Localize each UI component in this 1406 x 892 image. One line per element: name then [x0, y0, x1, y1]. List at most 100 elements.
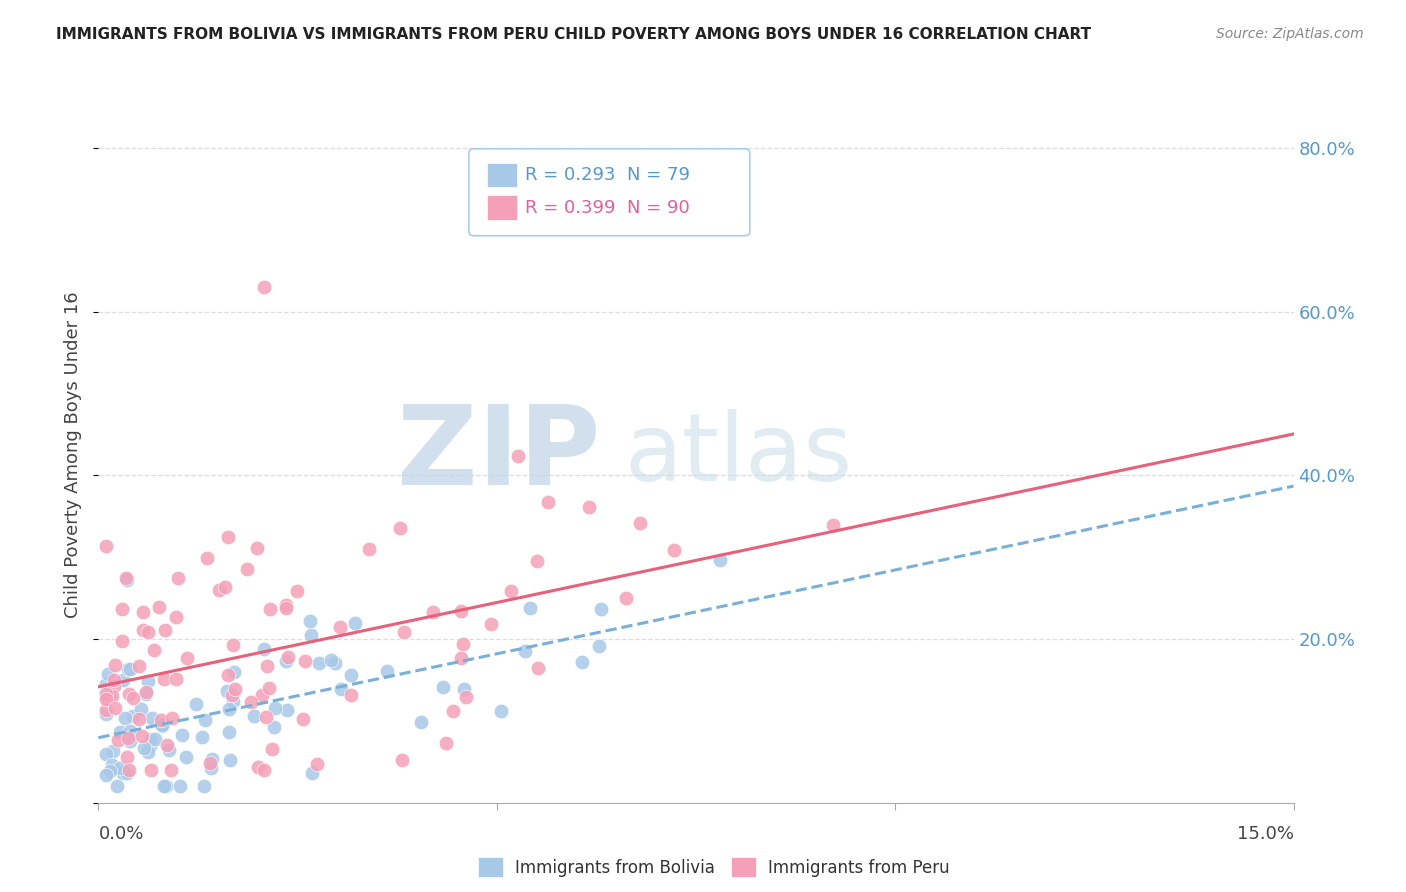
Text: atlas: atlas [624, 409, 852, 501]
Point [243, 709, 266, 723]
Point [136, 624, 159, 639]
Point [508, 449, 530, 463]
Point [96, 747, 118, 761]
Point [519, 601, 541, 615]
Point [131, 729, 153, 743]
Point [120, 734, 142, 748]
Point [527, 661, 550, 675]
Point [375, 664, 398, 678]
Point [160, 711, 183, 725]
Point [260, 741, 283, 756]
Point [150, 719, 173, 733]
Point [256, 658, 278, 673]
Text: 0.0%: 0.0% [98, 825, 143, 843]
Point [422, 605, 444, 619]
Point [98, 689, 121, 703]
Point [221, 694, 243, 708]
Point [96, 692, 118, 706]
Bar [486, 162, 517, 187]
Point [451, 637, 474, 651]
Point [214, 580, 236, 594]
Point [513, 643, 536, 657]
Point [263, 720, 285, 734]
Point [391, 753, 413, 767]
Point [111, 634, 134, 648]
Point [298, 615, 321, 629]
Point [479, 617, 502, 632]
Point [128, 659, 150, 673]
Point [499, 584, 522, 599]
Point [340, 689, 363, 703]
Point [167, 571, 190, 585]
Point [578, 500, 600, 514]
Point [176, 651, 198, 665]
Point [141, 711, 163, 725]
Point [253, 642, 276, 657]
Point [253, 763, 276, 777]
Point [131, 702, 153, 716]
Point [277, 650, 299, 665]
Point [285, 584, 308, 599]
Point [537, 495, 560, 509]
Text: IMMIGRANTS FROM BOLIVIA VS IMMIGRANTS FROM PERU CHILD POVERTY AMONG BOYS UNDER 1: IMMIGRANTS FROM BOLIVIA VS IMMIGRANTS FR… [56, 27, 1091, 42]
Point [264, 701, 287, 715]
Point [217, 668, 239, 682]
Point [239, 695, 262, 709]
Point [132, 605, 155, 619]
Point [247, 760, 270, 774]
Point [294, 654, 316, 668]
Point [257, 681, 280, 695]
Point [343, 615, 366, 630]
Point [136, 745, 159, 759]
Point [96, 768, 118, 782]
Point [108, 725, 131, 739]
Point [107, 732, 129, 747]
Point [122, 691, 145, 706]
Point [136, 674, 159, 689]
Point [194, 714, 217, 728]
Point [388, 521, 411, 535]
Point [359, 542, 381, 557]
Point [441, 704, 464, 718]
Point [165, 610, 187, 624]
Bar [486, 195, 517, 219]
Point [169, 779, 191, 793]
Point [115, 749, 138, 764]
Point [108, 761, 131, 775]
Point [662, 542, 685, 557]
Point [588, 639, 610, 653]
Point [96, 703, 118, 717]
Point [103, 679, 125, 693]
Point [150, 713, 173, 727]
Point [616, 591, 638, 606]
Point [709, 553, 731, 567]
Point [121, 708, 143, 723]
Point [198, 756, 221, 771]
Point [150, 718, 173, 732]
Point [153, 624, 176, 638]
Point [291, 713, 314, 727]
Point [104, 657, 127, 672]
Point [100, 757, 122, 772]
Point [195, 550, 218, 565]
Point [252, 280, 274, 294]
Point [191, 731, 214, 745]
Point [114, 711, 136, 725]
Point [139, 763, 162, 777]
Point [222, 639, 245, 653]
Point [308, 656, 330, 670]
Point [157, 743, 180, 757]
Point [274, 601, 297, 615]
Point [274, 598, 297, 612]
Point [105, 780, 128, 794]
Point [165, 672, 187, 686]
Point [115, 573, 138, 587]
Point [224, 665, 246, 679]
Point [143, 642, 166, 657]
Point [153, 780, 176, 794]
Text: R = 0.293  N = 79: R = 0.293 N = 79 [524, 166, 690, 185]
Point [299, 628, 322, 642]
Point [236, 562, 259, 576]
Point [246, 541, 269, 555]
Point [453, 682, 475, 697]
